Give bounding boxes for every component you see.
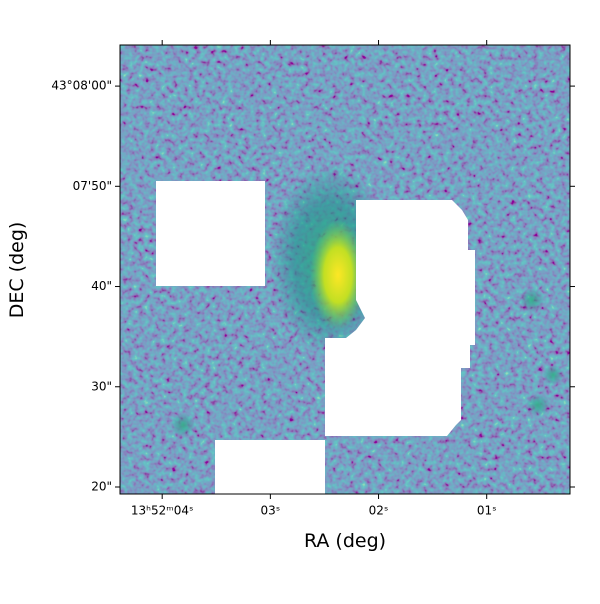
plot-frame — [119, 44, 571, 495]
x-tick-label: 03ˢ — [260, 504, 280, 518]
y-axis-label: DEC (deg) — [6, 222, 28, 319]
y-tick-label: 07'50" — [73, 179, 112, 193]
y-tick-label: 43°08'00" — [51, 79, 112, 93]
x-axis-label: RA (deg) — [304, 530, 386, 552]
y-tick-label: 40" — [91, 279, 112, 293]
source-spot — [526, 394, 550, 416]
x-tick-label: 13ʰ52ᵐ04ˢ — [131, 504, 194, 518]
mask — [156, 181, 265, 286]
source-spot — [520, 288, 544, 312]
mask — [215, 440, 325, 494]
x-tick-label: 01ˢ — [477, 504, 497, 518]
source-core — [310, 220, 366, 330]
source-spot — [543, 365, 563, 385]
source-spot — [171, 413, 195, 437]
mask — [325, 200, 475, 436]
image — [120, 45, 570, 494]
y-tick-label: 30" — [91, 379, 112, 393]
x-tick-label: 02ˢ — [369, 504, 389, 518]
y-tick-label: 20" — [91, 480, 112, 494]
